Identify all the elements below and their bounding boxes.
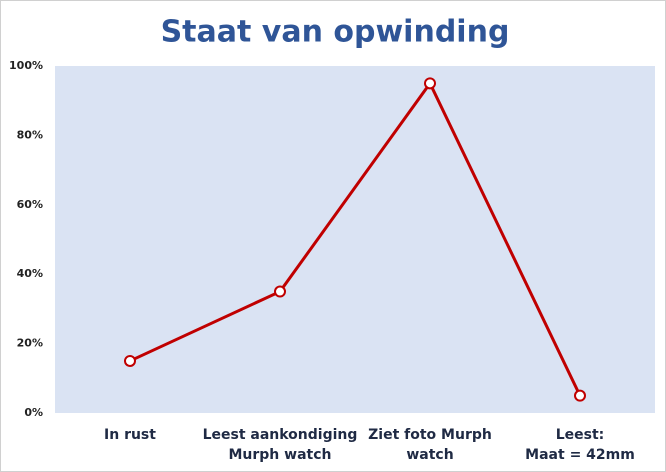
- y-tick-label: 20%: [17, 337, 43, 350]
- x-tick-label: Leest aankondiging Murph watch: [203, 427, 358, 463]
- plot-area: [55, 66, 655, 413]
- y-tick-label: 60%: [17, 198, 43, 211]
- data-point: [274, 285, 286, 298]
- y-tick-label: 0%: [24, 406, 43, 419]
- data-point: [124, 354, 136, 367]
- data-line: [129, 80, 582, 397]
- data-point: [574, 389, 586, 402]
- y-tick-label: 40%: [17, 267, 43, 280]
- y-tick-label: 80%: [17, 128, 43, 141]
- x-tick-label: Leest: Maat = 42mm: [525, 427, 635, 463]
- y-tick-label: 100%: [9, 59, 43, 72]
- chart-title: Staat van opwinding: [161, 15, 510, 50]
- x-tick-label: In rust: [104, 427, 156, 443]
- data-point: [424, 77, 436, 90]
- x-tick-label: Ziet foto Murph watch: [368, 427, 492, 463]
